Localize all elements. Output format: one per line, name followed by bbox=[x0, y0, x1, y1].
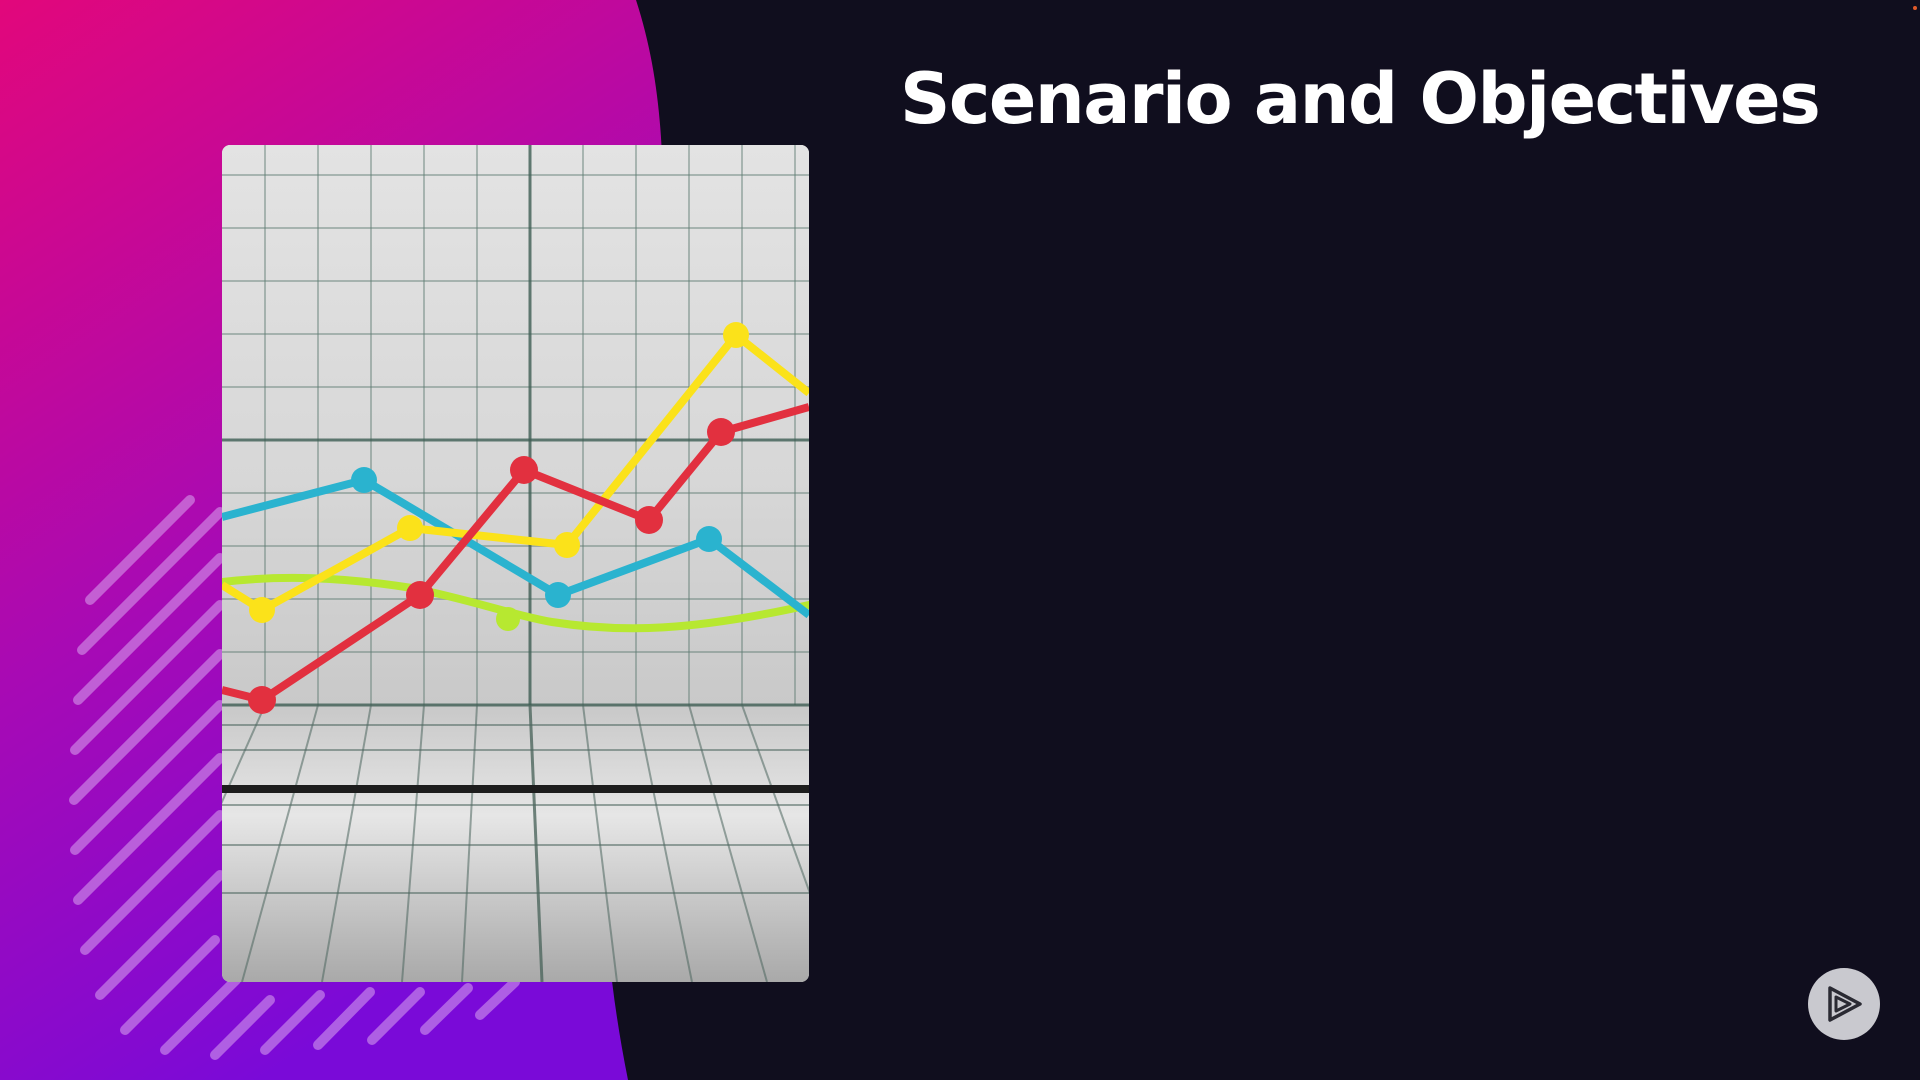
series-red-point bbox=[406, 581, 434, 609]
series-green-point bbox=[496, 607, 520, 631]
pluralsight-play-button[interactable] bbox=[1808, 968, 1880, 1040]
series-yellow-point bbox=[723, 322, 749, 348]
series-yellow-point bbox=[249, 597, 275, 623]
line-chart-illustration bbox=[222, 145, 809, 982]
series-red-point bbox=[248, 686, 276, 714]
series-yellow-point bbox=[554, 532, 580, 558]
series-red-point bbox=[707, 418, 735, 446]
series-red-point bbox=[635, 506, 663, 534]
hatch-pattern bbox=[69, 495, 520, 1060]
series-blue-point bbox=[351, 467, 377, 493]
pluralsight-play-icon bbox=[1828, 986, 1862, 1022]
series-yellow-point bbox=[397, 515, 423, 541]
corner-indicator-dot bbox=[1913, 6, 1917, 10]
floor-grid bbox=[222, 704, 809, 982]
series-red-point bbox=[510, 456, 538, 484]
slide-title: Scenario and Objectives bbox=[900, 58, 1821, 140]
series-blue-point bbox=[545, 582, 571, 608]
series-blue-point bbox=[696, 526, 722, 552]
